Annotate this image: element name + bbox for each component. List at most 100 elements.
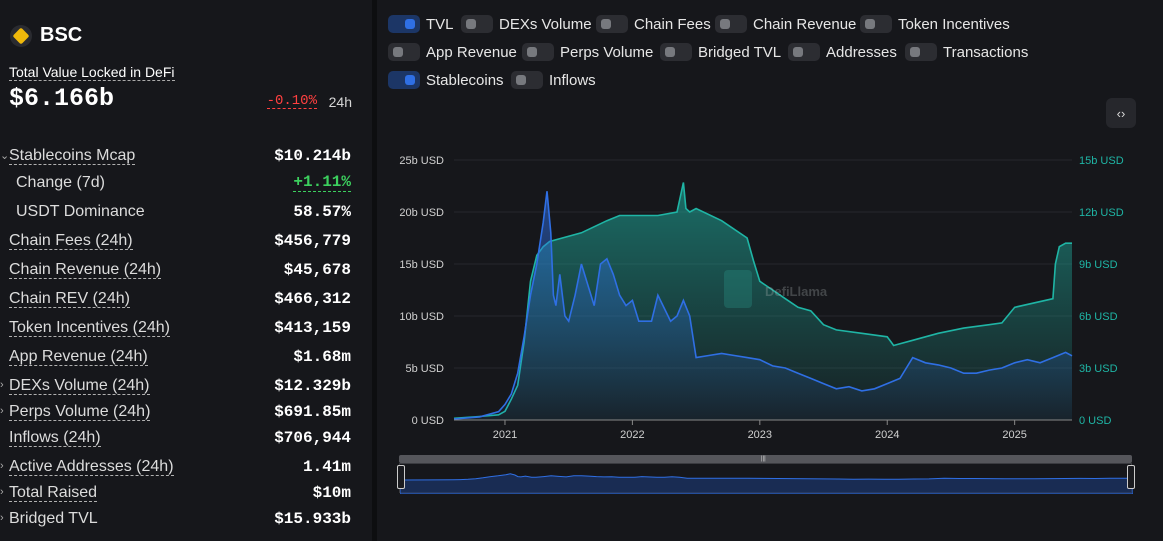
toggle-switch[interactable] (788, 43, 820, 61)
toggle-app-revenue[interactable]: App Revenue (388, 42, 517, 62)
toggle-transactions[interactable]: Transactions (905, 42, 1028, 62)
x-tick-label: 2024 (875, 429, 899, 441)
chevron-right-icon: › (0, 405, 4, 417)
toggle-switch[interactable] (522, 43, 554, 61)
toggle-label: App Revenue (426, 43, 517, 61)
stat-value: $10m (312, 484, 351, 502)
y-left-tick-label: 10b USD (399, 311, 444, 323)
toggle-dexs-volume[interactable]: DEXs Volume (461, 14, 592, 34)
stat-value: $15.933b (274, 510, 351, 528)
toggle-switch[interactable] (388, 43, 420, 61)
stat-bridged-tvl[interactable]: › Bridged TVL $15.933b (0, 508, 372, 532)
stat-perps-volume[interactable]: › Perps Volume (24h) $691.85m (0, 401, 372, 425)
series-area-tvl (454, 191, 1072, 420)
toggle-chain-revenue[interactable]: Chain Revenue (715, 14, 856, 34)
toggle-label: Transactions (943, 43, 1029, 61)
toggle-label: DEXs Volume (499, 15, 592, 33)
y-right-tick-label: 12b USD (1079, 207, 1124, 219)
stat-value: +1.11% (293, 173, 351, 192)
toggle-perps-volume[interactable]: Perps Volume (522, 42, 653, 62)
toggle-switch[interactable] (905, 43, 937, 61)
stat-value: $706,944 (274, 429, 351, 447)
toggle-switch[interactable] (511, 71, 543, 89)
watermark-text: DefiLlama (765, 284, 828, 299)
toggle-switch[interactable] (660, 43, 692, 61)
toggle-label: Chain Revenue (753, 15, 857, 33)
toggle-addresses[interactable]: Addresses (788, 42, 897, 62)
toggle-bridged-tvl[interactable]: Bridged TVL (660, 42, 781, 62)
stat-usdt-dominance: USDT Dominance 58.57% (0, 201, 372, 225)
stat-label: Chain Revenue (24h) (9, 261, 162, 279)
stat-chain-revenue: Chain Revenue (24h) $45,678 (0, 259, 372, 283)
stat-chain-rev: Chain REV (24h) $466,312 (0, 288, 372, 312)
stat-value: 58.57% (293, 203, 351, 221)
code-icon: ‹› (1116, 105, 1126, 121)
toggle-label: Perps Volume (560, 43, 654, 61)
chart-series-areas (453, 182, 1073, 420)
tvl-period: 24h (328, 94, 352, 110)
stat-app-revenue: App Revenue (24h) $1.68m (0, 346, 372, 370)
stat-value: $691.85m (274, 403, 351, 421)
y-right-tick-label: 0 USD (1079, 415, 1111, 427)
y-axis-left: 0 USD 5b USD 10b USD 15b USD 20b USD 25b USD (399, 155, 444, 427)
stat-value: $413,159 (274, 319, 351, 337)
tvl-label: Total Value Locked in DeFi (9, 64, 175, 81)
x-tick-label: 2025 (1002, 429, 1026, 441)
series-line-stablecoins (453, 182, 1072, 420)
toggle-switch[interactable] (715, 15, 747, 33)
chart-panel (377, 0, 1163, 541)
tvl-change: -0.10% (266, 93, 317, 109)
brush-handle-right[interactable] (1127, 465, 1135, 489)
stat-inflows: Inflows (24h) $706,944 (0, 427, 372, 451)
toggle-chain-fees[interactable]: Chain Fees (596, 14, 711, 34)
stat-label: Inflows (24h) (9, 429, 101, 447)
defillama-watermark: DefiLlama (724, 270, 828, 308)
stat-stablecoins-mcap[interactable]: ⌄ Stablecoins Mcap $10.214b (0, 145, 372, 169)
stat-change-7d: Change (7d) +1.11% (0, 172, 372, 196)
y-right-tick-label: 15b USD (1079, 155, 1124, 167)
toggle-inflows[interactable]: Inflows (511, 70, 596, 90)
toggle-switch[interactable] (388, 15, 420, 33)
toggle-switch[interactable] (388, 71, 420, 89)
chevron-right-icon: › (0, 512, 4, 524)
stat-label: Total Raised (9, 484, 98, 502)
stat-active-addresses[interactable]: › Active Addresses (24h) 1.41m (0, 456, 372, 480)
toggle-label: Stablecoins (426, 71, 504, 89)
tvl-stablecoins-chart[interactable]: DefiLlama 0 USD 5b USD 10b USD 15b USD 20b U… (377, 140, 1157, 450)
stat-label: USDT Dominance (16, 203, 145, 220)
stat-value: $466,312 (274, 290, 351, 308)
toggle-label: Token Incentives (898, 15, 1010, 33)
toggle-switch[interactable] (596, 15, 628, 33)
stat-total-raised[interactable]: › Total Raised $10m (0, 482, 372, 506)
time-range-brush[interactable]: ||| (397, 455, 1135, 494)
chain-overview-panel: BSC Total Value Locked in DeFi $6.166b -… (0, 0, 372, 541)
toggle-stablecoins[interactable]: Stablecoins (388, 70, 504, 90)
toggle-tvl[interactable]: TVL (388, 14, 454, 34)
stat-label: Chain Fees (24h) (9, 232, 133, 250)
stat-label: Stablecoins Mcap (9, 147, 136, 165)
stat-label: App Revenue (24h) (9, 348, 148, 366)
embed-button[interactable]: ‹› (1106, 98, 1136, 128)
chevron-right-icon: › (0, 486, 4, 498)
stat-value: $10.214b (274, 147, 351, 165)
stat-token-incentives: Token Incentives (24h) $413,159 (0, 317, 372, 341)
y-left-tick-label: 0 USD (412, 415, 444, 427)
toggle-switch[interactable] (461, 15, 493, 33)
stat-label: Chain REV (24h) (9, 290, 130, 308)
chain-name: BSC (40, 24, 83, 46)
toggle-switch[interactable] (860, 15, 892, 33)
chevron-down-icon: ⌄ (0, 150, 10, 162)
stat-value: $45,678 (283, 261, 351, 279)
chevron-right-icon: › (0, 379, 4, 391)
y-left-tick-label: 20b USD (399, 207, 444, 219)
stat-label: Token Incentives (24h) (9, 319, 170, 337)
brush-handle-left[interactable] (397, 465, 405, 489)
toggle-label: TVL (426, 15, 454, 33)
x-tick-label: 2022 (620, 429, 644, 441)
brush-series (400, 473, 1133, 494)
stat-dexs-volume[interactable]: › DEXs Volume (24h) $12.329b (0, 375, 372, 399)
brush-grip-icon[interactable]: ||| (761, 456, 766, 462)
toggle-token-incentives[interactable]: Token Incentives (860, 14, 1010, 34)
stat-value: $12.329b (274, 377, 351, 395)
brush-bar[interactable] (399, 455, 1132, 463)
